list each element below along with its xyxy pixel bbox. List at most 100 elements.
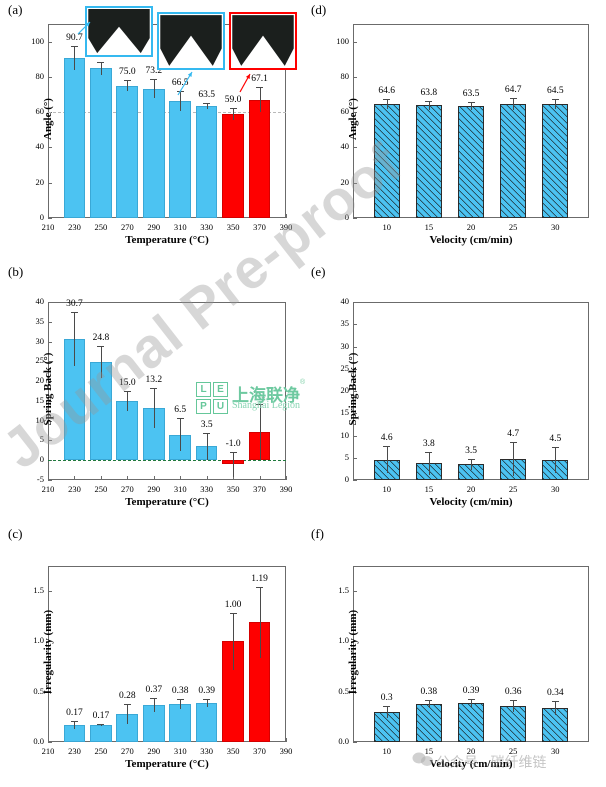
- error-cap-top-270: [123, 391, 131, 392]
- x-tick-label: 350: [226, 746, 240, 756]
- x-tick-mark: [233, 476, 235, 480]
- bar-330: [195, 446, 218, 461]
- bar-270: [116, 400, 139, 461]
- x-tick-mark: [48, 738, 49, 742]
- error-bar-270: [127, 703, 129, 724]
- x-tick-label: 250: [94, 746, 108, 756]
- bar-15: [415, 703, 442, 742]
- y-tick-mark: [48, 420, 52, 422]
- error-cap-top-20: [467, 459, 475, 461]
- y-tick-label: 35: [35, 315, 45, 326]
- bar-value-label-25: 0.36: [504, 686, 522, 697]
- bar-value-label-10: 0.3: [380, 692, 393, 703]
- x-tick-label: 270: [120, 746, 134, 756]
- y-tick-mark: [353, 457, 357, 459]
- y-tick-mark: [48, 302, 52, 303]
- y-tick-mark: [353, 742, 357, 743]
- y-tick-label: 80: [340, 70, 350, 81]
- y-tick-mark: [48, 742, 52, 743]
- error-cap-top-310: [176, 90, 184, 92]
- y-tick-label: 20: [35, 375, 45, 386]
- error-bar-10: [386, 446, 388, 473]
- x-tick-mark: [259, 476, 261, 480]
- x-axis-title: Temperature (°C): [125, 234, 209, 246]
- y-tick-label: 1.0: [338, 635, 349, 646]
- y-tick-label: 40: [35, 296, 45, 306]
- y-tick-label: 5: [39, 434, 44, 445]
- x-tick-mark: [286, 476, 287, 480]
- error-cap-top-10: [383, 705, 391, 707]
- y-axis-title: Angle (°): [347, 98, 359, 140]
- y-tick-mark: [353, 691, 357, 693]
- y-tick-mark: [353, 346, 357, 348]
- x-tick-label: 310: [173, 746, 187, 756]
- y-tick-label: 100: [336, 35, 349, 46]
- error-cap-top-230: [70, 311, 78, 313]
- error-cap-top-270: [123, 80, 131, 82]
- bar-value-label-230: 90.7: [66, 33, 83, 44]
- x-tick-label: 10: [382, 222, 391, 232]
- y-tick-label: 20: [340, 385, 350, 395]
- panel-f-label: (f): [311, 526, 324, 541]
- x-tick-label: 330: [200, 746, 214, 756]
- bar-310: [169, 434, 192, 461]
- bar-25: [500, 103, 527, 218]
- y-tick-mark: [353, 218, 357, 219]
- y-tick-mark: [48, 76, 52, 78]
- y-tick-label: 10: [35, 414, 45, 425]
- y-tick-mark: [353, 147, 357, 149]
- panel-c: (c) 0.0 0.5 1.0 1.5 Irregularity (mm) 210 230 2…: [0, 524, 303, 787]
- error-cap-top-15: [425, 451, 433, 453]
- bar-value-label-20: 63.5: [462, 88, 480, 99]
- y-tick-mark: [48, 641, 52, 643]
- error-cap-top-370: [256, 87, 264, 89]
- y-tick-mark: [353, 368, 357, 370]
- bar-value-label-270: 0.28: [119, 690, 136, 701]
- error-bar-250: [100, 723, 102, 726]
- reference-line-60: [48, 112, 286, 114]
- bar-370: [248, 622, 271, 742]
- y-tick-mark: [48, 381, 52, 383]
- bar-value-label-230: 0.17: [66, 707, 83, 718]
- bar-270: [116, 85, 139, 218]
- bar-value-label-350: 1.00: [224, 600, 242, 611]
- inset-photo-370: [229, 12, 297, 70]
- bar-value-label-310: 6.5: [174, 404, 187, 415]
- bar-value-label-250: 0.17: [92, 710, 110, 721]
- bar-350: [222, 460, 244, 465]
- bar-value-label-310: 0.38: [171, 685, 189, 696]
- y-axis-title: Spring Back (°): [347, 352, 359, 426]
- x-tick-mark: [74, 476, 76, 480]
- y-tick-label: 20: [35, 176, 45, 187]
- bar-370: [248, 99, 271, 218]
- bar-250: [90, 362, 112, 461]
- bar-250: [90, 68, 112, 218]
- error-cap-top-290: [150, 697, 158, 699]
- bar-value-label-290: 73.2: [145, 66, 163, 77]
- error-cap-top-290: [150, 79, 158, 81]
- error-bar-230: [74, 720, 76, 729]
- y-tick-label: 30: [340, 340, 350, 351]
- x-tick-mark: [100, 476, 102, 480]
- y-tick-label: -5: [36, 474, 44, 484]
- error-bar-270: [127, 391, 129, 411]
- bar-value-label-350: -1.0: [225, 438, 241, 449]
- y-tick-mark: [353, 324, 357, 326]
- bar-310: [169, 703, 192, 742]
- bar-30: [542, 104, 569, 218]
- y-tick-mark: [353, 641, 357, 643]
- inset-photo-330: [157, 12, 225, 70]
- y-tick-label: 0.0: [33, 736, 44, 746]
- error-cap-top-290: [150, 387, 158, 389]
- y-tick-label: 0: [39, 454, 44, 465]
- y-tick-label: 1.5: [33, 585, 44, 596]
- bar-330: [195, 702, 218, 742]
- x-tick-mark: [153, 476, 155, 480]
- error-bar-330: [206, 698, 208, 707]
- y-tick-label: 10: [340, 429, 350, 440]
- bar-value-label-15: 3.8: [422, 438, 435, 449]
- y-tick-mark: [48, 440, 52, 442]
- error-bar-30: [555, 700, 557, 715]
- bar-270: [116, 713, 139, 742]
